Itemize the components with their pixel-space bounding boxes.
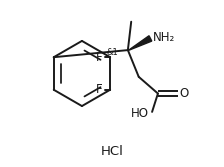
Text: HO: HO bbox=[131, 107, 149, 120]
Text: F: F bbox=[96, 51, 103, 64]
Text: &1: &1 bbox=[107, 48, 119, 57]
Text: NH₂: NH₂ bbox=[153, 31, 175, 44]
Polygon shape bbox=[128, 36, 152, 51]
Text: F: F bbox=[96, 83, 103, 96]
Text: HCl: HCl bbox=[101, 145, 123, 158]
Text: O: O bbox=[180, 87, 189, 100]
